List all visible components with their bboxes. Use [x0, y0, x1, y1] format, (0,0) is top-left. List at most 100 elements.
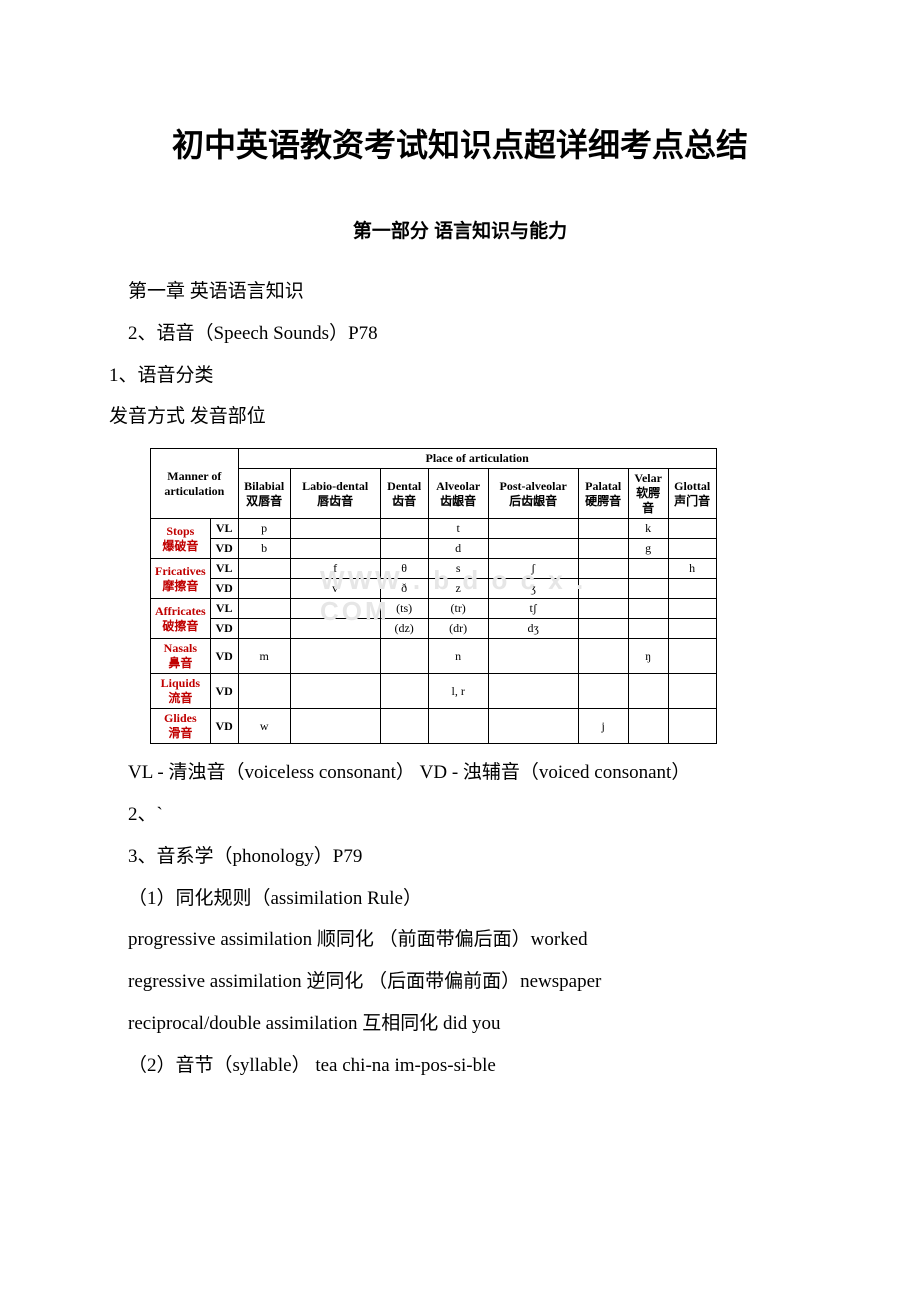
col-header: Bilabial双唇音: [238, 469, 290, 519]
cell: [238, 619, 290, 639]
cell: [238, 579, 290, 599]
cell: [668, 579, 716, 599]
text-line: （1）同化规则（assimilation Rule）: [90, 878, 830, 920]
table-row: Affricates破擦音 VL (ts) (tr) tʃ: [151, 599, 717, 619]
cell: (dz): [380, 619, 428, 639]
cell: [578, 674, 628, 709]
cell: [380, 639, 428, 674]
text-line: progressive assimilation 顺同化 （前面带偏后面）wor…: [90, 919, 830, 961]
text-line: 1、语音分类: [90, 355, 830, 397]
voicing: VD: [210, 579, 238, 599]
cell: ð: [380, 579, 428, 599]
table-row: Stops爆破音 VL p t k: [151, 519, 717, 539]
cell: ʃ: [488, 559, 578, 579]
cell: w: [238, 709, 290, 744]
cell: [628, 709, 668, 744]
cell: [628, 559, 668, 579]
text-line: 第一章 英语语言知识: [90, 271, 830, 313]
col-header: Velar软腭音: [628, 469, 668, 519]
cell: (ts): [380, 599, 428, 619]
text-line: 3、音系学（phonology）P79: [90, 836, 830, 878]
table-row: Fricatives摩擦音 VL f θ s ʃ h: [151, 559, 717, 579]
row-label: Liquids流音: [151, 674, 211, 709]
page-title: 初中英语教资考试知识点超详细考点总结: [90, 120, 830, 166]
cell: [668, 674, 716, 709]
voicing: VL: [210, 519, 238, 539]
header-text: Manner of: [167, 469, 221, 483]
cell: [290, 539, 380, 559]
phonetics-table-wrap: WWW . b d o c x . COM Manner of articula…: [150, 448, 830, 744]
cell: [238, 599, 290, 619]
cell: v: [290, 579, 380, 599]
cell: [488, 539, 578, 559]
cell: [628, 579, 668, 599]
cell: s: [428, 559, 488, 579]
text-line: 2、语音（Speech Sounds）P78: [90, 313, 830, 355]
cell: [628, 599, 668, 619]
cell: d: [428, 539, 488, 559]
voicing: VD: [210, 674, 238, 709]
row-label: Affricates破擦音: [151, 599, 211, 639]
text-line: （2）音节（syllable） tea chi-na im-pos-si-ble: [90, 1045, 830, 1087]
table-row: Manner of articulation Place of articula…: [151, 449, 717, 469]
cell: θ: [380, 559, 428, 579]
cell: (dr): [428, 619, 488, 639]
text-line: VL - 清浊音（voiceless consonant） VD - 浊辅音（v…: [90, 752, 830, 794]
cell: [238, 674, 290, 709]
table-row: VD (dz) (dr) dʒ: [151, 619, 717, 639]
cell: (tr): [428, 599, 488, 619]
cell: [628, 619, 668, 639]
cell: [578, 639, 628, 674]
row-label: Stops爆破音: [151, 519, 211, 559]
cell: [578, 519, 628, 539]
cell: l, r: [428, 674, 488, 709]
voicing: VL: [210, 599, 238, 619]
phonetics-table: Manner of articulation Place of articula…: [150, 448, 717, 744]
cell: [290, 619, 380, 639]
cell: [380, 674, 428, 709]
cell: z: [428, 579, 488, 599]
cell: g: [628, 539, 668, 559]
voicing: VD: [210, 709, 238, 744]
row-label: Fricatives摩擦音: [151, 559, 211, 599]
cell: [380, 709, 428, 744]
cell: n: [428, 639, 488, 674]
cell: [290, 519, 380, 539]
header-manner: Manner of articulation: [151, 449, 239, 519]
text-line: 2、`: [90, 794, 830, 836]
cell: [578, 619, 628, 639]
cell: [668, 539, 716, 559]
cell: [628, 674, 668, 709]
table-row: VD b d g: [151, 539, 717, 559]
cell: [290, 709, 380, 744]
cell: [578, 599, 628, 619]
cell: [380, 539, 428, 559]
cell: [668, 709, 716, 744]
row-label: Nasals鼻音: [151, 639, 211, 674]
cell: ʒ: [488, 579, 578, 599]
cell: h: [668, 559, 716, 579]
col-header: Alveolar齿龈音: [428, 469, 488, 519]
col-header: Glottal声门音: [668, 469, 716, 519]
cell: m: [238, 639, 290, 674]
cell: [578, 539, 628, 559]
cell: [668, 519, 716, 539]
table-row: Nasals鼻音 VD m n ŋ: [151, 639, 717, 674]
text-line: regressive assimilation 逆同化 （后面带偏前面）news…: [90, 961, 830, 1003]
table-row: Liquids流音 VD l, r: [151, 674, 717, 709]
voicing: VL: [210, 559, 238, 579]
col-header: Dental齿音: [380, 469, 428, 519]
voicing: VD: [210, 639, 238, 674]
table-row: VD v ð z ʒ: [151, 579, 717, 599]
col-header: Palatal硬腭音: [578, 469, 628, 519]
cell: j: [578, 709, 628, 744]
cell: [488, 639, 578, 674]
cell: ŋ: [628, 639, 668, 674]
header-text: articulation: [164, 484, 224, 498]
row-label: Glides滑音: [151, 709, 211, 744]
cell: [668, 639, 716, 674]
cell: tʃ: [488, 599, 578, 619]
cell: [290, 599, 380, 619]
section-subtitle: 第一部分 语言知识与能力: [90, 216, 830, 243]
cell: p: [238, 519, 290, 539]
